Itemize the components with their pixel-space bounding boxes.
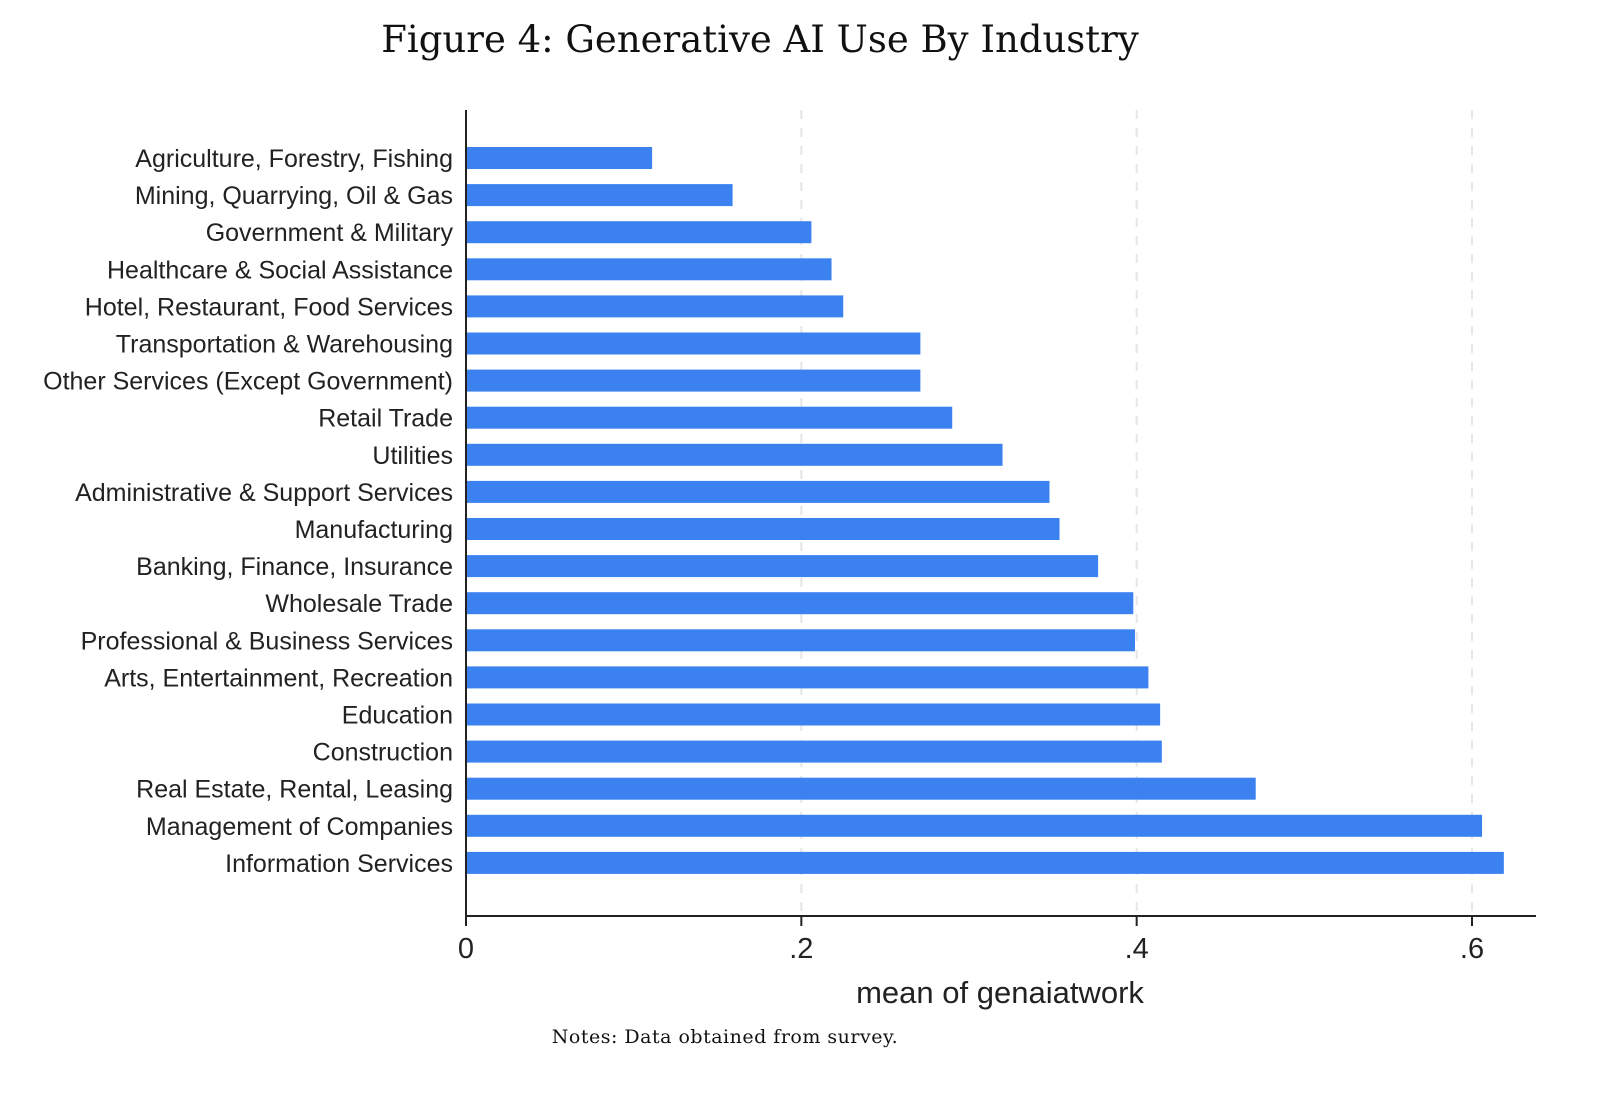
category-label: Education	[342, 702, 453, 730]
category-label: Agriculture, Forestry, Fishing	[135, 145, 453, 173]
bar	[467, 295, 844, 318]
category-label: Manufacturing	[295, 516, 453, 544]
x-tick-label: .6	[1460, 933, 1484, 965]
axes	[465, 110, 1536, 917]
category-label: Wholesale Trade	[265, 590, 453, 618]
category-label: Information Services	[225, 850, 453, 878]
bar	[467, 851, 1504, 874]
category-label: Government & Military	[206, 219, 454, 247]
x-axis-title: mean of genaiatwork	[856, 975, 1144, 1010]
category-label: Utilities	[372, 442, 453, 470]
bar	[467, 555, 1099, 578]
bar	[467, 703, 1161, 726]
bar	[467, 369, 921, 392]
bar	[467, 592, 1134, 615]
figure-notes: Notes: Data obtained from survey.	[551, 1026, 899, 1048]
bar	[467, 666, 1149, 689]
bar	[467, 814, 1483, 837]
bar	[467, 184, 733, 207]
x-tick-label: .2	[789, 933, 813, 965]
x-tick-label: 0	[458, 933, 474, 965]
x-tick-label: .4	[1125, 933, 1149, 965]
category-label: Banking, Finance, Insurance	[136, 553, 453, 581]
bar	[467, 740, 1162, 763]
category-label: Other Services (Except Government)	[43, 368, 453, 396]
category-labels: Agriculture, Forestry, Fishing Mining, Qu…	[43, 145, 453, 878]
bar	[467, 480, 1050, 503]
bar	[467, 147, 653, 169]
bar	[467, 258, 832, 281]
figure-title: Figure 4: Generative AI Use By Industry	[381, 18, 1139, 61]
category-label: Hotel, Restaurant, Food Services	[85, 293, 453, 321]
category-label: Retail Trade	[318, 405, 453, 433]
bar	[467, 406, 953, 429]
bar	[467, 777, 1256, 800]
category-label: Real Estate, Rental, Leasing	[136, 776, 453, 804]
bar	[467, 443, 1003, 466]
category-label: Construction	[313, 739, 453, 767]
category-label: Healthcare & Social Assistance	[107, 256, 453, 284]
bar	[467, 332, 921, 355]
x-ticks: 0 .2 .4 .6	[458, 916, 1484, 965]
category-label: Transportation & Warehousing	[116, 331, 453, 359]
bar	[467, 221, 812, 244]
category-label: Management of Companies	[146, 813, 453, 841]
bars	[467, 147, 1504, 874]
category-label: Professional & Business Services	[81, 627, 453, 655]
bar	[467, 518, 1060, 540]
category-label: Arts, Entertainment, Recreation	[104, 664, 453, 692]
category-label: Administrative & Support Services	[75, 479, 453, 507]
bar	[467, 629, 1135, 652]
category-label: Mining, Quarrying, Oil & Gas	[135, 182, 453, 210]
